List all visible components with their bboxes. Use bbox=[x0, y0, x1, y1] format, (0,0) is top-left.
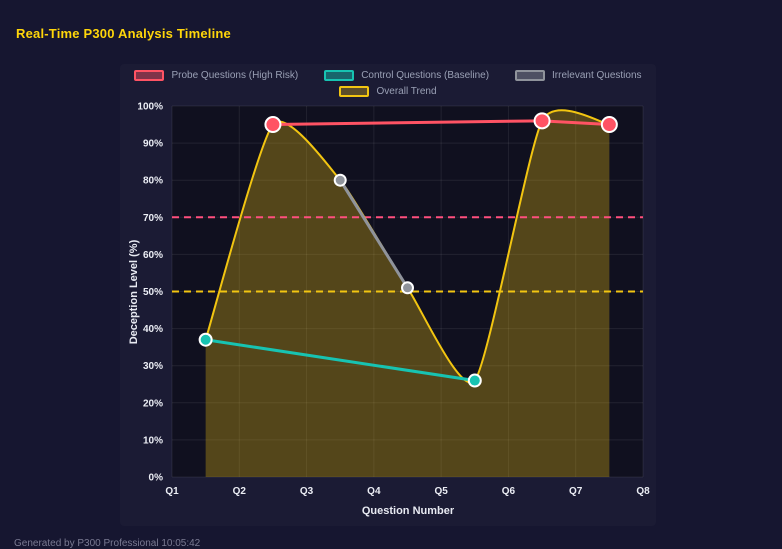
x-tick-label: Q2 bbox=[233, 486, 247, 497]
data-point[interactable] bbox=[198, 332, 213, 347]
x-tick-label: Q7 bbox=[569, 486, 583, 497]
legend-swatch-irrelevant bbox=[515, 70, 546, 81]
data-point[interactable] bbox=[401, 281, 414, 295]
y-tick-label: 50% bbox=[143, 287, 163, 298]
legend-item-control[interactable]: Control Questions (Baseline) bbox=[324, 70, 489, 81]
data-point[interactable] bbox=[600, 116, 618, 134]
legend-label-irrelevant: Irrelevant Questions bbox=[552, 70, 642, 81]
legend-item-probe[interactable]: Probe Questions (High Risk) bbox=[134, 70, 298, 81]
y-tick-label: 30% bbox=[143, 361, 163, 372]
legend-swatch-trend bbox=[339, 86, 370, 97]
legend-swatch-control bbox=[324, 70, 355, 81]
legend-label-probe: Probe Questions (High Risk) bbox=[171, 70, 299, 81]
legend-row-2: Overall Trend bbox=[339, 86, 437, 97]
series-line-2 bbox=[338, 178, 409, 290]
page-title: Real-Time P300 Analysis Timeline bbox=[16, 26, 231, 41]
x-tick-label: Q8 bbox=[636, 486, 650, 497]
x-tick-label: Q1 bbox=[165, 486, 179, 497]
y-tick-label: 60% bbox=[143, 250, 163, 261]
legend-label-control: Control Questions (Baseline) bbox=[361, 70, 490, 81]
data-point[interactable] bbox=[264, 116, 282, 134]
y-tick-label: 40% bbox=[143, 324, 163, 335]
data-point[interactable] bbox=[533, 112, 551, 130]
series-line-1 bbox=[204, 338, 477, 383]
x-tick-label: Q4 bbox=[367, 486, 381, 497]
x-axis-title: Question Number bbox=[361, 505, 455, 517]
legend-row-1: Probe Questions (High Risk) Control Ques… bbox=[134, 70, 642, 81]
x-tick-label: Q5 bbox=[434, 486, 448, 497]
y-tick-label: 90% bbox=[143, 139, 163, 150]
y-tick-label: 20% bbox=[143, 398, 163, 409]
legend-swatch-probe bbox=[134, 70, 165, 81]
y-tick-label: 0% bbox=[149, 473, 164, 484]
y-tick-label: 80% bbox=[143, 176, 163, 187]
x-tick-label: Q6 bbox=[502, 486, 516, 497]
y-tick-label: 100% bbox=[137, 102, 163, 113]
legend-label-trend: Overall Trend bbox=[376, 86, 437, 97]
y-tick-label: 10% bbox=[143, 435, 163, 446]
chart-legend: Probe Questions (High Risk) Control Ques… bbox=[120, 70, 656, 97]
legend-item-trend[interactable]: Overall Trend bbox=[339, 86, 437, 97]
chart-panel: Probe Questions (High Risk) Control Ques… bbox=[120, 64, 656, 526]
data-point[interactable] bbox=[467, 373, 482, 388]
data-point[interactable] bbox=[333, 173, 347, 187]
y-axis-title: Deception Level (%) bbox=[128, 239, 140, 345]
y-tick-label: 70% bbox=[143, 213, 163, 224]
timeline-chart: 0% 10% 20% 30% 40% 50% 60% 70% 80% 90% 100% Q1 Q2 Q3 Q… bbox=[137, 102, 650, 498]
legend-item-irrelevant[interactable]: Irrelevant Questions bbox=[515, 70, 642, 81]
footer-text: Generated by P300 Professional 10:05:42 bbox=[14, 538, 201, 549]
x-tick-label: Q3 bbox=[300, 486, 314, 497]
